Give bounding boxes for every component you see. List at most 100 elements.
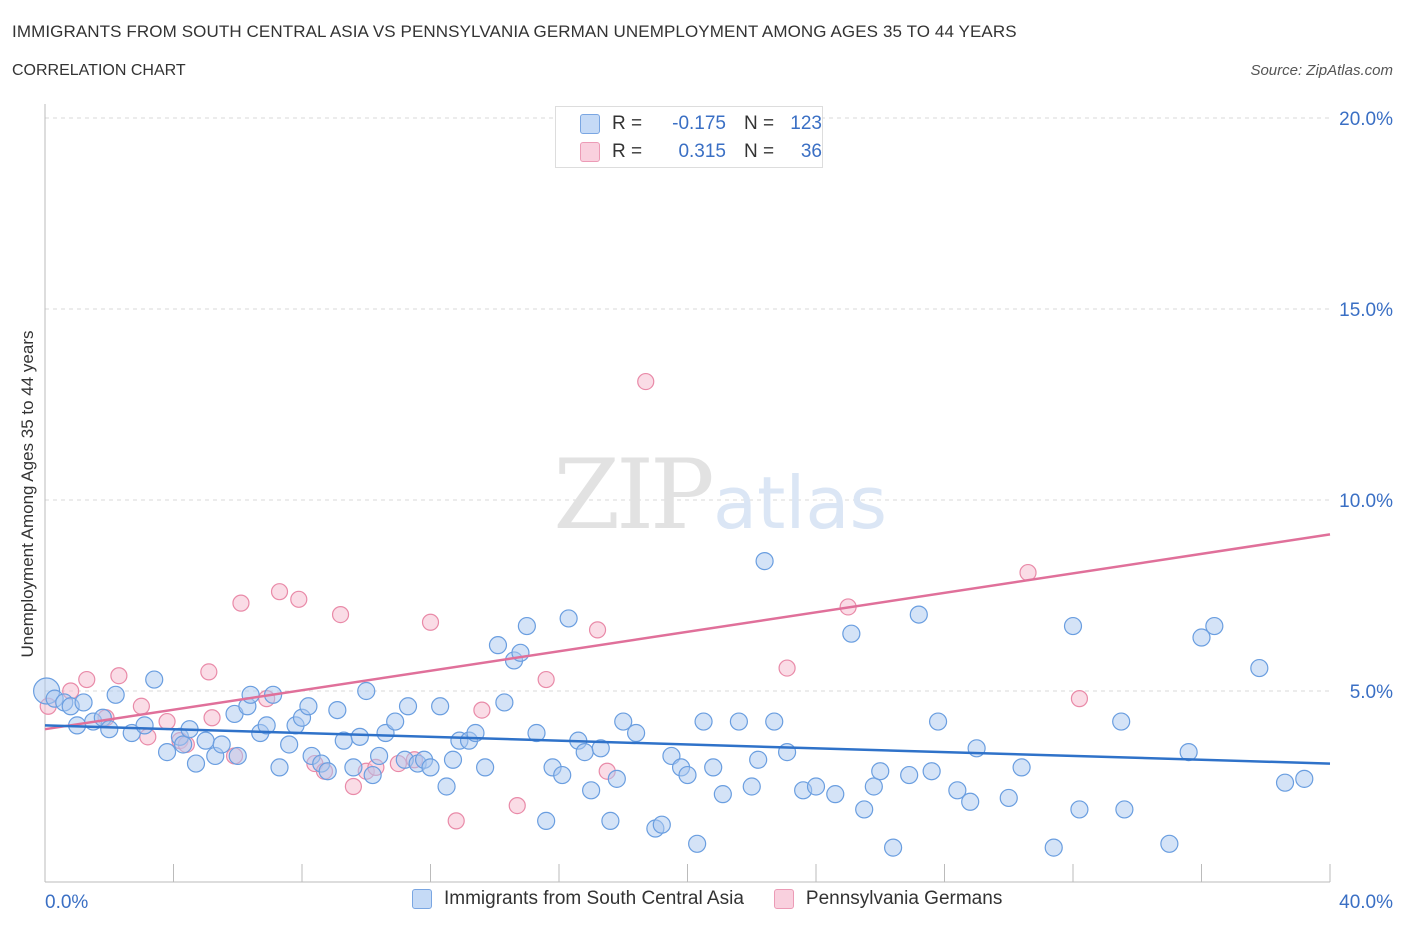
legend-r-label: R =: [612, 141, 643, 162]
data-point-blue: [241, 685, 260, 704]
data-point-blue: [883, 838, 903, 857]
legend-label-pink: Pennsylvania Germans: [805, 888, 1003, 909]
data-point-blue: [145, 670, 164, 689]
legend-r-label: R =: [612, 113, 643, 134]
legend-item-pink: Pennsylvania Germans: [773, 888, 1003, 910]
data-point-pink: [588, 621, 607, 639]
trend-line-blue: [44, 724, 1331, 765]
data-point-blue: [174, 735, 193, 754]
data-point-blue: [755, 552, 774, 571]
data-point-blue: [186, 754, 206, 773]
data-point-pink: [473, 701, 491, 719]
data-point-blue: [607, 769, 626, 788]
data-point-blue: [437, 777, 456, 796]
data-point-pink: [447, 812, 465, 830]
data-point-blue: [1192, 628, 1211, 647]
data-point-pink: [421, 613, 440, 631]
data-point-blue: [582, 781, 601, 800]
data-point-blue: [1115, 800, 1134, 819]
data-point-blue: [370, 746, 389, 766]
data-point-pink: [132, 697, 150, 715]
legend-row-pink: R = 0.315 N = 36: [580, 139, 822, 165]
data-point-blue: [864, 777, 883, 796]
y-tick-label: 20.0%: [1339, 109, 1393, 130]
tick-labels: 5.0% 10.0% 15.0% 20.0% 0.0% 40.0%: [45, 109, 1393, 913]
x-tick-label: 0.0%: [45, 892, 88, 913]
data-point-blue: [100, 720, 119, 739]
data-point-blue: [1160, 834, 1179, 853]
data-point-blue: [135, 716, 154, 735]
data-point-blue: [431, 697, 450, 716]
data-point-blue: [900, 765, 919, 785]
data-point-blue: [488, 636, 508, 655]
data-point-blue: [196, 731, 215, 750]
watermark-zip: ZIP: [553, 439, 712, 551]
legend-n-label: N =: [744, 113, 775, 134]
source-label: Source: ZipAtlas.com: [1250, 62, 1393, 79]
data-point-pink: [1070, 690, 1089, 708]
data-point-pink: [232, 594, 250, 612]
data-point-blue: [299, 697, 318, 716]
data-point-blue: [228, 746, 247, 766]
data-point-blue: [1275, 773, 1295, 792]
chart-subtitle: CORRELATION CHART: [12, 62, 186, 79]
data-point-blue: [363, 765, 382, 785]
legend-swatch-blue: [412, 889, 432, 909]
data-point-pink: [331, 605, 350, 624]
legend-row-blue: R = -0.175 N = 123: [580, 111, 822, 137]
data-point-blue: [157, 743, 177, 762]
data-point-pink: [290, 590, 308, 608]
data-point-blue: [495, 693, 514, 712]
data-point-blue: [350, 727, 369, 746]
data-point-blue: [398, 697, 418, 716]
data-point-blue: [688, 834, 707, 853]
data-point-blue: [270, 758, 289, 777]
data-point-blue: [357, 681, 376, 701]
data-point-blue: [826, 785, 845, 804]
data-point-blue: [1044, 838, 1063, 857]
trend-line-pink: [44, 533, 1331, 731]
data-point-blue: [318, 762, 337, 781]
legend-swatch-pink: [580, 142, 600, 162]
legend-swatch-pink: [773, 889, 794, 909]
data-point-blue: [999, 788, 1018, 808]
data-point-blue: [729, 712, 749, 731]
data-point-blue: [694, 712, 713, 731]
data-point-blue: [678, 765, 697, 785]
legend-item-blue: Immigrants from South Central Asia: [412, 888, 744, 910]
data-point-blue: [742, 777, 761, 796]
data-point-blue: [948, 781, 967, 800]
data-point-blue: [1250, 658, 1269, 678]
legend-n-label: N =: [744, 141, 775, 162]
axes: [44, 104, 1331, 883]
data-point-blue: [1295, 769, 1314, 788]
stats-legend: R = -0.175 N = 123 R = 0.315 N = 36: [555, 106, 823, 168]
data-point-blue: [553, 765, 572, 785]
watermark: ZIP atlas: [553, 439, 887, 551]
data-point-blue: [559, 609, 578, 628]
data-point-blue: [842, 624, 861, 643]
data-point-blue: [749, 750, 768, 769]
data-point-blue: [1070, 800, 1089, 819]
data-point-blue: [713, 785, 732, 804]
legend-r-value: -0.175: [672, 113, 726, 134]
data-point-pink: [270, 583, 289, 601]
y-tick-label: 15.0%: [1339, 300, 1393, 321]
data-point-blue: [704, 758, 723, 777]
data-point-blue: [344, 758, 363, 777]
watermark-atlas: atlas: [713, 461, 887, 545]
series-legend: Immigrants from South Central Asia Penns…: [412, 888, 1032, 910]
data-point-blue: [280, 735, 299, 754]
data-point-blue: [212, 735, 231, 754]
data-point-blue: [871, 762, 890, 781]
data-point-blue: [517, 616, 536, 636]
data-point-pink: [203, 709, 221, 727]
data-point-blue: [386, 712, 405, 731]
data-point-blue: [527, 723, 546, 743]
data-point-pink: [508, 796, 526, 815]
legend-n-value: 123: [790, 113, 822, 134]
y-axis-label: Unemployment Among Ages 35 to 44 years: [18, 331, 37, 658]
legend-label-blue: Immigrants from South Central Asia: [444, 888, 744, 909]
data-point-blue: [257, 716, 276, 735]
